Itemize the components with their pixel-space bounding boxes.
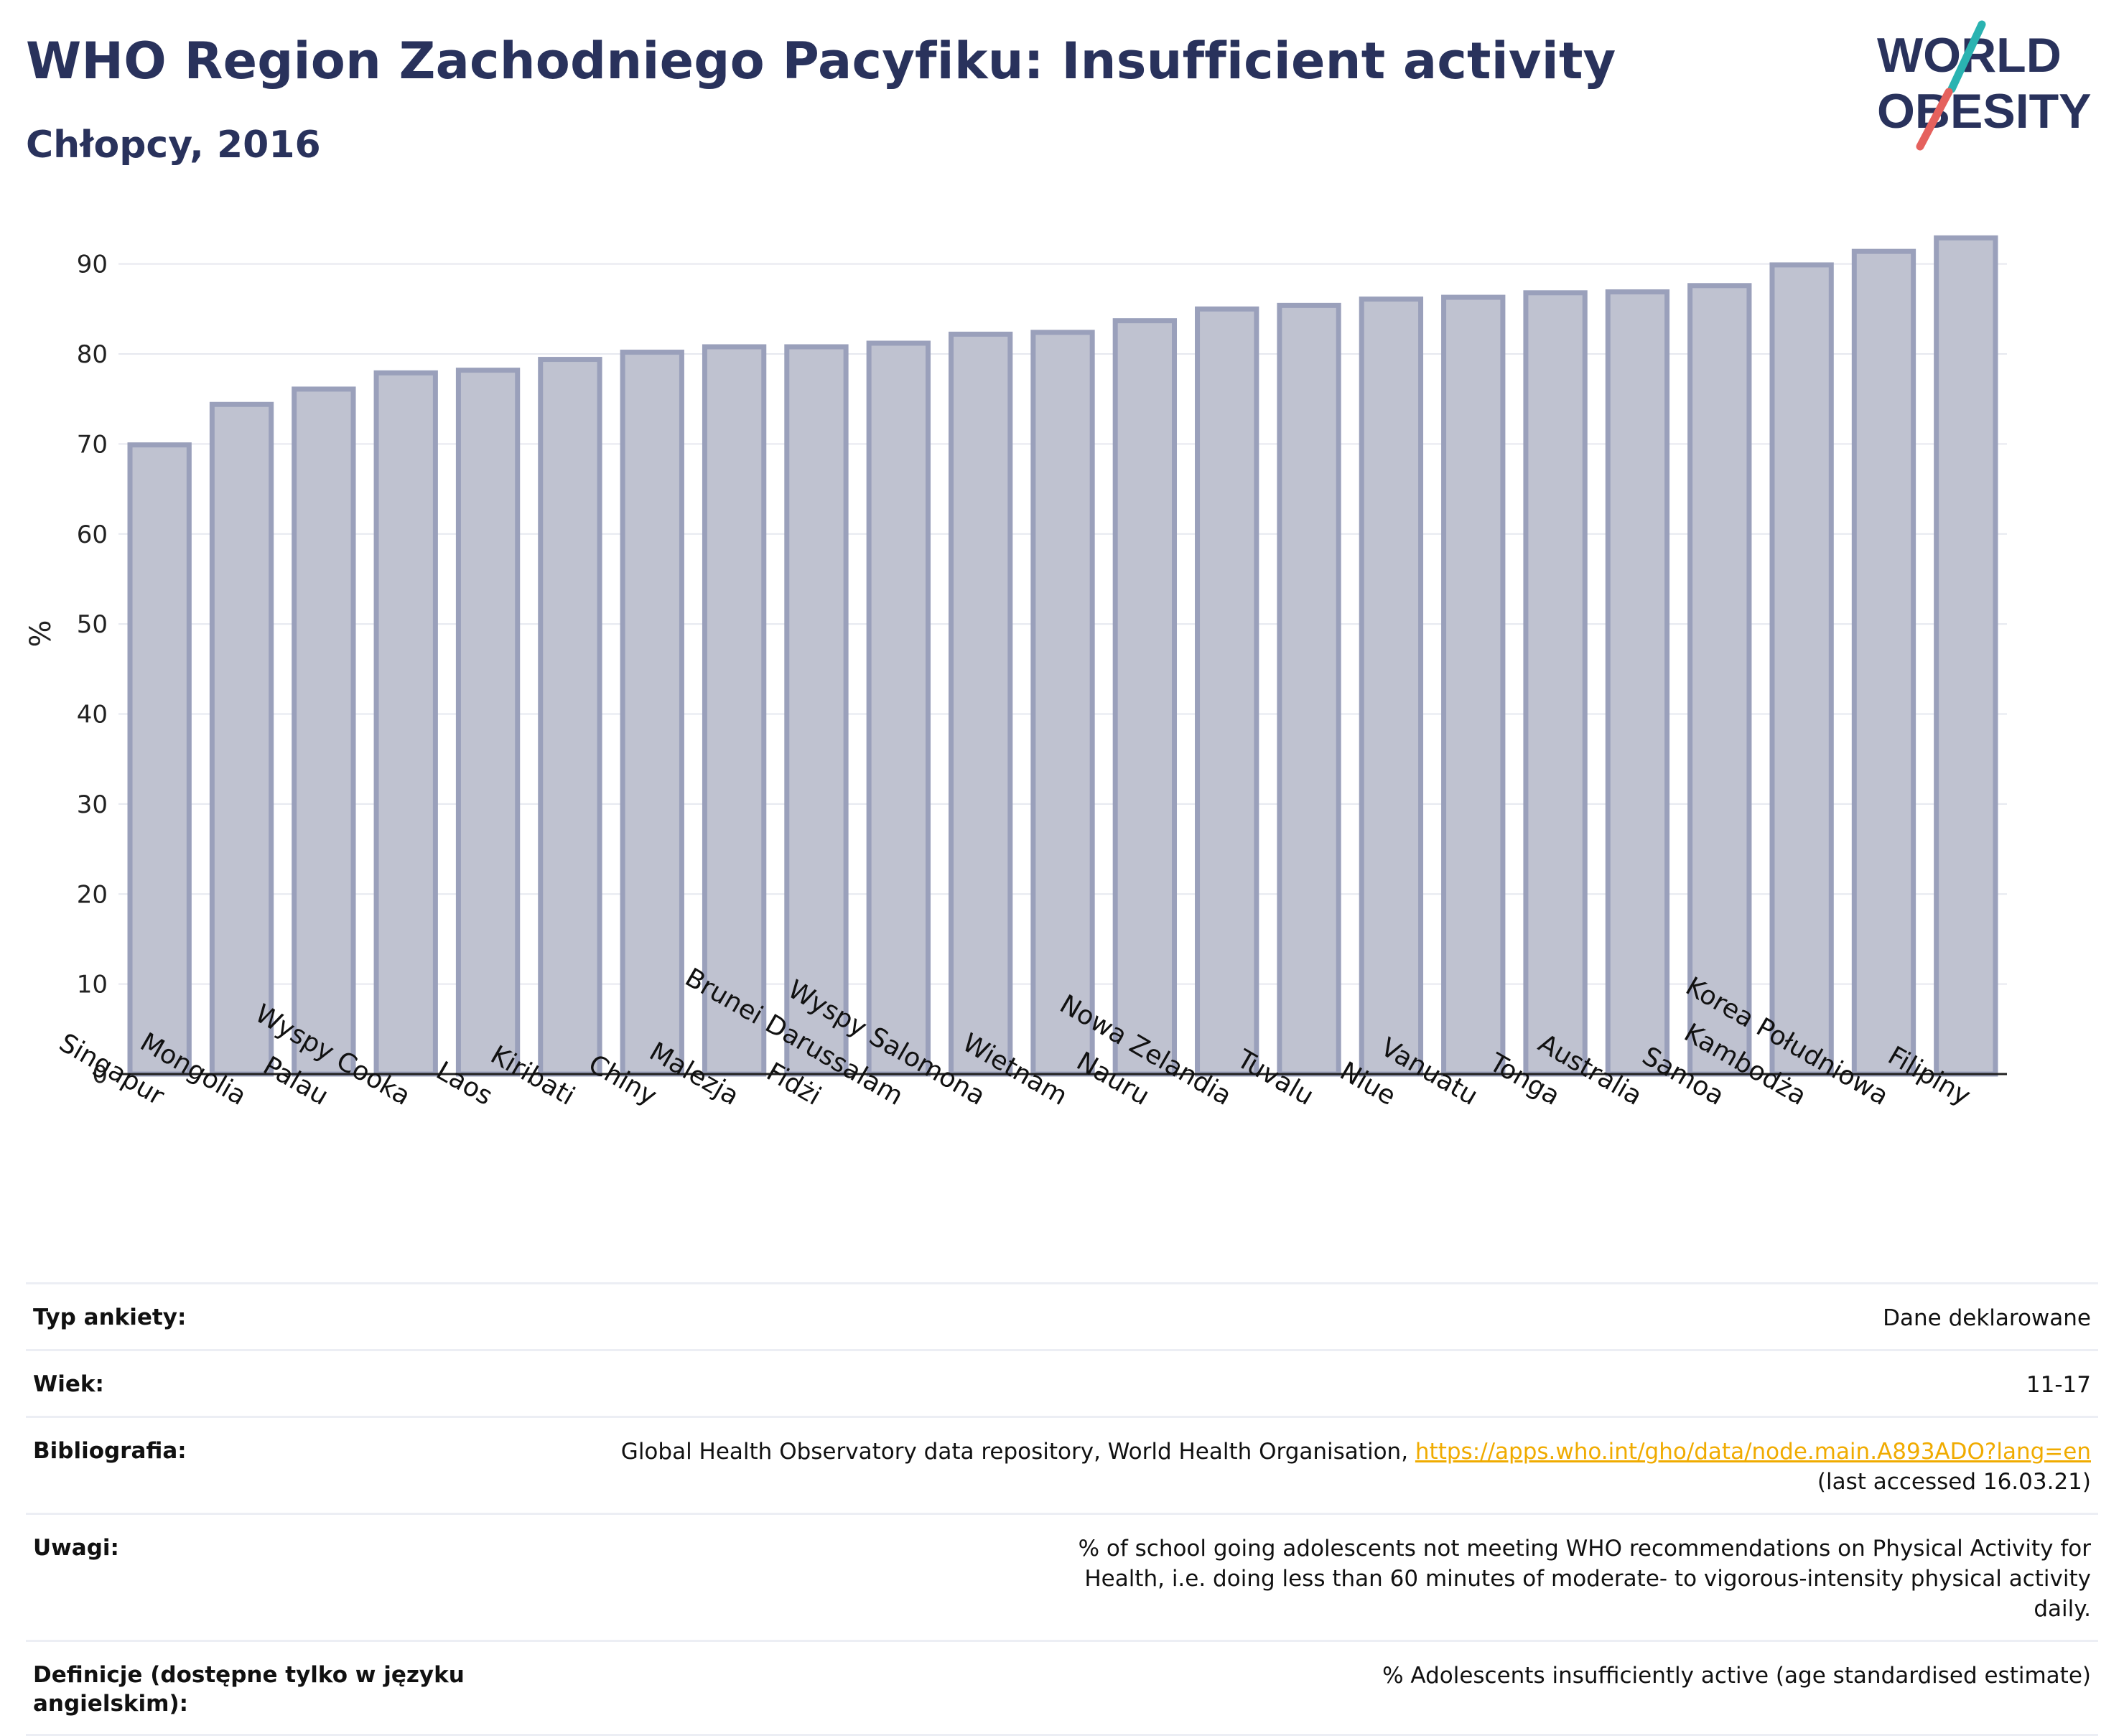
bibliography-link[interactable]: https://apps.who.int/gho/data/node.main.… [1415,1439,2091,1465]
y-tick-label: 80 [77,340,108,369]
y-tick-label: 0 [92,1060,108,1089]
info-value: % Adolescents insufficiently active (age… [1382,1663,2091,1689]
bar [1277,302,1341,1077]
bar [784,344,849,1077]
info-label: Definicje (dostępne tylko w języku angie… [33,1662,465,1717]
bar [1687,283,1752,1077]
y-tick-label: 10 [77,971,108,999]
info-row-notes: Uwagi: % of school going adolescents not… [26,1513,2098,1640]
bar [455,368,521,1077]
info-value: % of school going adolescents not meetin… [1078,1536,2091,1622]
y-tick-label: 70 [77,430,108,459]
y-tick-label: 30 [77,790,108,819]
bar [1934,235,1998,1077]
info-table: Typ ankiety: Dane deklarowane Wiek: 11-1… [26,1282,2098,1736]
bar [1112,318,1178,1077]
bar [866,340,931,1077]
bar [1030,330,1095,1077]
page-subtitle: Chłopcy, 2016 [26,123,321,167]
bar [1605,289,1670,1077]
bar [1523,290,1588,1077]
info-label: Uwagi: [33,1535,119,1561]
info-label: Typ ankiety: [33,1305,187,1330]
logo-line2: OBESITY [1877,84,2092,139]
y-tick-label: 20 [77,880,108,909]
bar [127,442,192,1077]
info-row-definitions: Definicje (dostępne tylko w języku angie… [26,1640,2098,1736]
info-row-age: Wiek: 11-17 [26,1349,2098,1416]
logo-teal-stroke [1947,20,1986,93]
bar [209,401,274,1077]
info-row-bibliography: Bibliografia: Global Health Observatory … [26,1416,2098,1513]
page-title: WHO Region Zachodniego Pacyfiku: Insuffi… [26,32,1616,90]
world-obesity-logo: WORLD OBESITY [1877,20,2092,151]
info-label: Bibliografia: [33,1438,187,1464]
bibliography-accessed: (last accessed 16.03.21) [1817,1469,2091,1495]
logo-red-stroke [1916,88,1953,151]
y-tick-label: 60 [77,521,108,549]
bar [702,344,767,1077]
bar [1195,306,1259,1077]
bar [1851,248,1916,1077]
bar [292,386,356,1077]
bar [948,331,1013,1077]
bar [538,357,602,1077]
bar [1441,294,1506,1077]
y-axis-title: % [24,620,57,647]
bar [373,370,438,1077]
bar [1769,262,1834,1077]
bar [620,350,684,1077]
info-row-survey-type: Typ ankiety: Dane deklarowane [26,1282,2098,1349]
bar [1359,297,1424,1077]
info-value: Global Health Observatory data repositor… [493,1437,2091,1497]
info-label: Wiek: [33,1371,104,1397]
info-value: 11-17 [2026,1372,2091,1398]
info-value: Dane deklarowane [1883,1305,2091,1331]
bibliography-text: Global Health Observatory data repositor… [620,1439,1409,1465]
y-tick-label: 90 [77,251,108,279]
y-tick-label: 50 [77,610,108,639]
y-tick-label: 40 [77,701,108,729]
